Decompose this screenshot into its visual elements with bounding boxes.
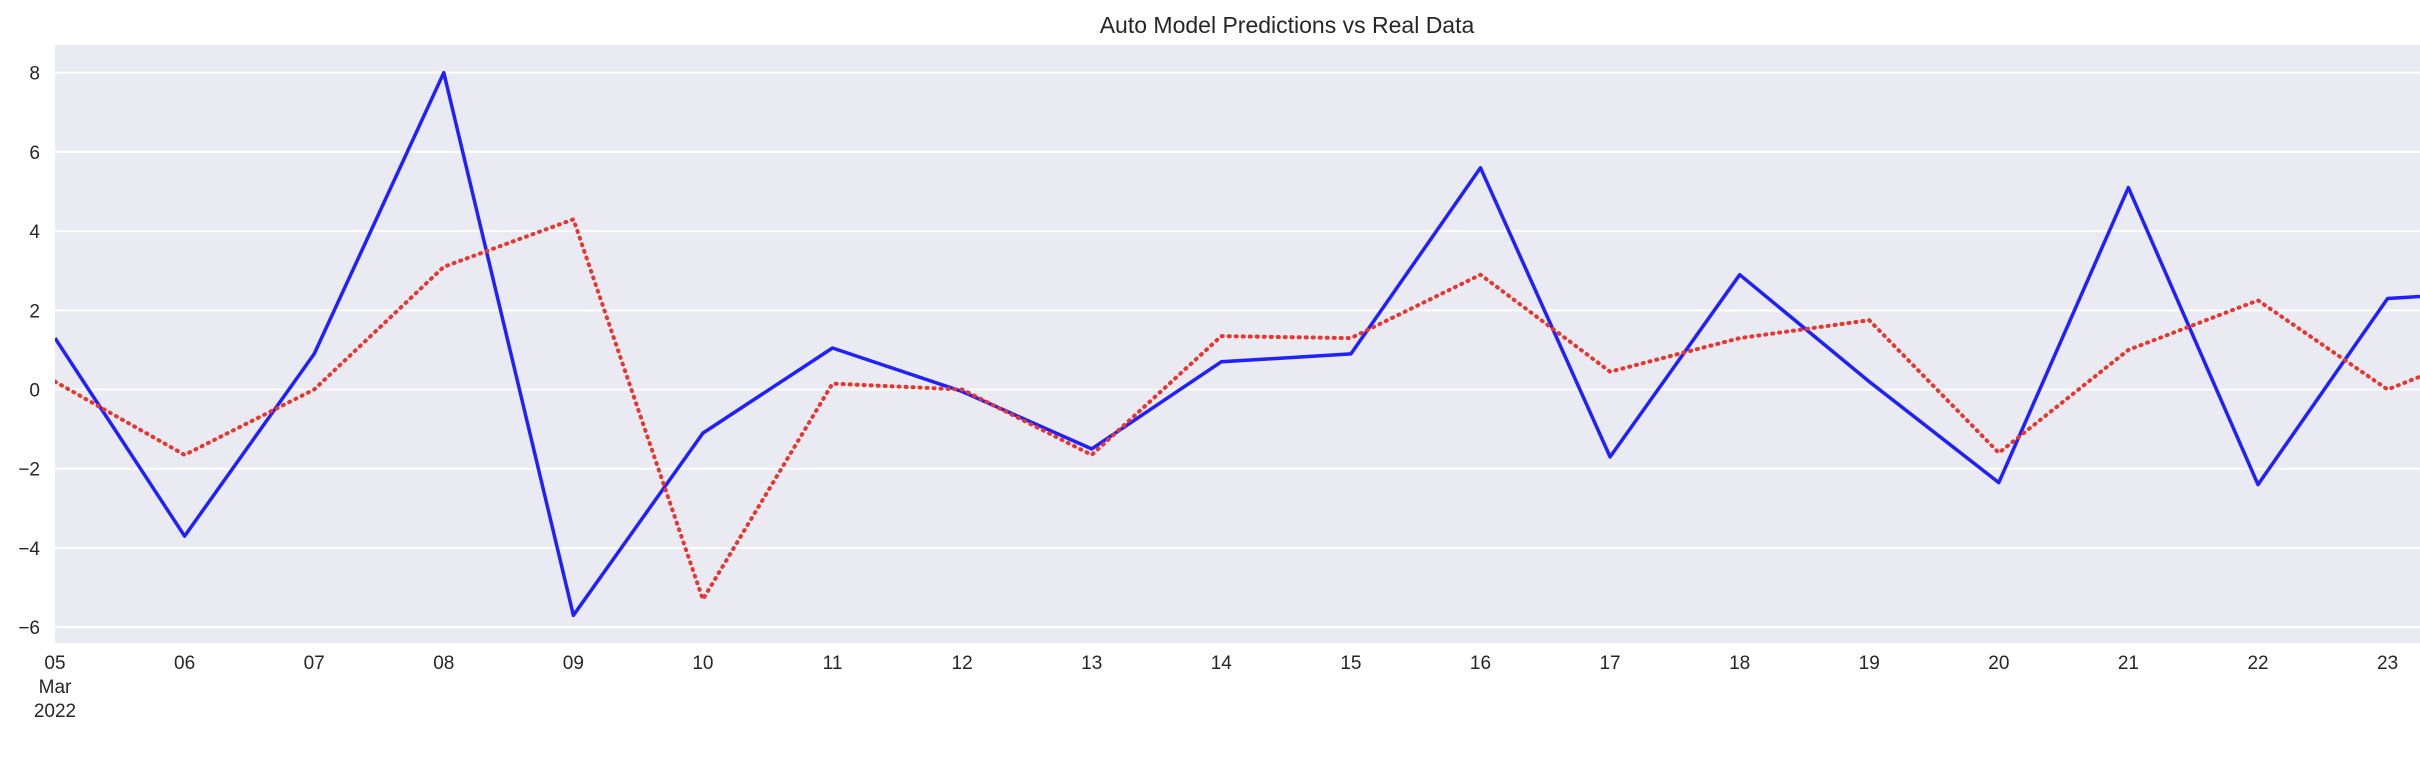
y-tick-label: 2 <box>29 301 40 322</box>
y-tick-label: −6 <box>18 618 40 639</box>
x-tick-label: 22 <box>2247 653 2268 674</box>
x-tick-label: 10 <box>692 653 713 674</box>
x-tick-sublabel: 2022 <box>34 701 76 722</box>
y-tick-label: −4 <box>18 539 40 560</box>
x-tick-label: 20 <box>1988 653 2009 674</box>
x-tick-label: 11 <box>823 653 843 674</box>
x-tick-label: 21 <box>2118 653 2139 674</box>
series-lines <box>55 70 2420 618</box>
x-tick-label: 23 <box>2377 653 2398 674</box>
plot-area <box>55 45 2420 643</box>
x-tick-label: 08 <box>433 653 454 674</box>
x-tick-label: 16 <box>1470 653 1491 674</box>
x-tick-label: 17 <box>1599 653 1620 674</box>
x-tick-label: 05 <box>44 653 65 674</box>
x-tick-sublabel: Mar <box>39 677 72 698</box>
x-tick-label: 15 <box>1340 653 1361 674</box>
y-tick-label: 8 <box>29 64 40 85</box>
series-line-1 <box>55 217 2420 602</box>
chart-title: Auto Model Predictions vs Real Data <box>1100 12 1475 38</box>
x-tick-label: 13 <box>1081 653 1102 674</box>
x-tick-label: 19 <box>1859 653 1880 674</box>
x-tick-label: 18 <box>1729 653 1750 674</box>
x-tick-label: 07 <box>304 653 325 674</box>
y-tick-label: 4 <box>29 222 40 243</box>
x-tick-label: 06 <box>174 653 195 674</box>
y-tick-label: 0 <box>29 381 40 402</box>
y-tick-label: −2 <box>18 460 40 481</box>
grid-lines <box>55 71 2420 629</box>
y-axis-ticks: −6 −4 −2 0 2 4 6 8 <box>18 64 40 639</box>
series-line-0 <box>55 70 2420 618</box>
x-tick-label: 12 <box>952 653 973 674</box>
x-tick-label: 14 <box>1211 653 1233 674</box>
y-tick-label: 6 <box>29 143 40 164</box>
x-tick-label: 09 <box>563 653 584 674</box>
